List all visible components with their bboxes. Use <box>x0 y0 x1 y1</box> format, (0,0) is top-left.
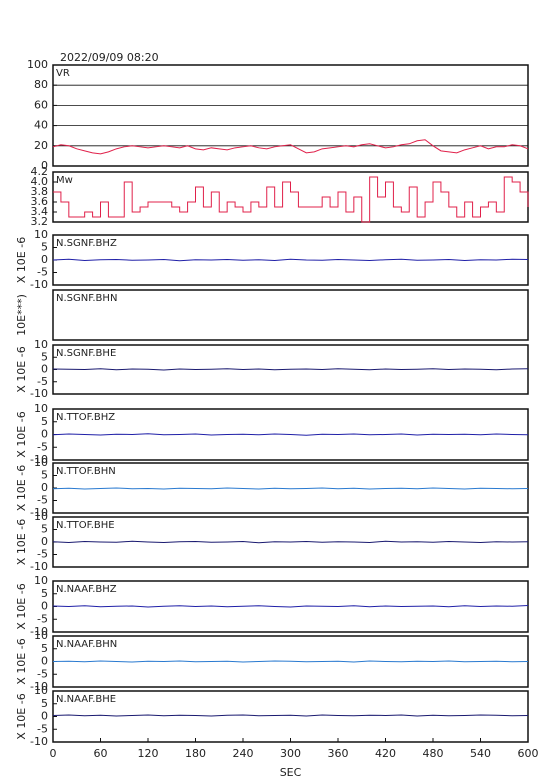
y-axis-label: X 10E -6 <box>15 693 28 739</box>
data-line <box>53 176 529 223</box>
y-tick-label: 0 <box>41 253 48 266</box>
y-tick-label: 5 <box>41 642 48 655</box>
y-axis-label: X 10E -6 <box>15 411 28 457</box>
y-tick-label: -5 <box>37 667 48 680</box>
y-tick-label: -5 <box>37 440 48 453</box>
y-tick-label: 10 <box>34 338 48 351</box>
y-tick-label: 0 <box>41 428 48 441</box>
y-tick-label: 3.6 <box>31 195 49 208</box>
y-tick-label: 10 <box>34 684 48 697</box>
data-line <box>52 487 529 490</box>
y-axis-label: X 10E -6 <box>15 237 28 283</box>
y-tick-label: 5 <box>41 469 48 482</box>
y-tick-label: -10 <box>30 506 48 519</box>
panel-label: N.TTOF.BHZ <box>56 412 115 423</box>
y-tick-label: -5 <box>37 375 48 388</box>
y-tick-label: 10 <box>34 402 48 415</box>
y-axis-label: X 10E -6 <box>15 638 28 684</box>
y-tick-label: 5 <box>41 697 48 710</box>
panel-label: N.SGNF.BHN <box>56 293 117 304</box>
y-tick-label: 60 <box>34 98 48 111</box>
y-tick-label: 10 <box>34 510 48 523</box>
panel-label: N.NAAF.BHE <box>56 694 116 705</box>
panel-label: N.NAAF.BHN <box>56 639 117 650</box>
y-axis-label: X 10E -6 <box>15 346 28 392</box>
y-tick-label: 4.2 <box>31 165 49 178</box>
y-tick-label: -10 <box>30 387 48 400</box>
y-tick-label: 5 <box>41 523 48 536</box>
data-line <box>52 660 529 663</box>
y-tick-label: -10 <box>30 453 48 466</box>
panel-label: N.SGNF.BHZ <box>56 238 117 249</box>
y-tick-label: -10 <box>30 560 48 573</box>
x-axis-label: SEC <box>280 766 302 779</box>
x-tick-label: 180 <box>185 747 206 760</box>
panel-label: VR <box>56 68 70 79</box>
y-tick-label: 0 <box>41 535 48 548</box>
panel <box>52 64 529 167</box>
y-tick-label: -5 <box>37 612 48 625</box>
y-tick-label: -5 <box>37 494 48 507</box>
y-tick-label: 0 <box>41 363 48 376</box>
y-tick-label: 5 <box>41 415 48 428</box>
y-tick-label: 100 <box>27 58 48 71</box>
y-tick-label: 20 <box>34 139 48 152</box>
x-tick-label: 0 <box>50 747 57 760</box>
data-line <box>52 604 529 608</box>
y-tick-label: 10 <box>34 456 48 469</box>
y-axis-label: X 10E -6 <box>15 583 28 629</box>
x-tick-label: 240 <box>233 747 254 760</box>
y-tick-label: 5 <box>41 350 48 363</box>
x-tick-label: 600 <box>518 747 539 760</box>
y-tick-label: 3.2 <box>31 215 49 228</box>
panel-label: N.SGNF.BHE <box>56 348 116 359</box>
data-line <box>52 714 529 717</box>
panel <box>52 289 529 341</box>
y-tick-label: -5 <box>37 548 48 561</box>
panel-label: N.TTOF.BHE <box>56 520 115 531</box>
panel-label: N.NAAF.BHZ <box>56 584 117 595</box>
data-line <box>52 139 529 155</box>
panel-label: Mw <box>56 175 73 186</box>
y-tick-label: 0 <box>41 600 48 613</box>
data-line <box>52 540 529 544</box>
y-axis-label: X 10E -6 <box>15 519 28 565</box>
panel-label: N.TTOF.BHN <box>56 466 116 477</box>
y-tick-label: 3.4 <box>31 205 49 218</box>
y-tick-label: 80 <box>34 78 48 91</box>
y-tick-label: 0 <box>41 159 48 172</box>
y-tick-label: -10 <box>30 680 48 693</box>
y-tick-label: 5 <box>41 587 48 600</box>
y-tick-label: 5 <box>41 241 48 254</box>
x-tick-label: 60 <box>94 747 108 760</box>
x-tick-label: 360 <box>328 747 349 760</box>
y-tick-label: 4.0 <box>31 175 49 188</box>
y-tick-label: 0 <box>41 710 48 723</box>
x-tick-label: 120 <box>138 747 159 760</box>
y-tick-label: 10 <box>34 574 48 587</box>
y-tick-label: -5 <box>37 722 48 735</box>
y-tick-label: 0 <box>41 655 48 668</box>
y-tick-label: -10 <box>30 278 48 291</box>
data-line <box>52 258 529 262</box>
y-axis-label: 10E***) <box>15 294 28 336</box>
y-tick-label: -10 <box>30 735 48 748</box>
y-tick-label: -10 <box>30 625 48 638</box>
x-tick-label: 480 <box>423 747 444 760</box>
x-tick-label: 540 <box>470 747 491 760</box>
y-tick-label: -5 <box>37 266 48 279</box>
y-tick-label: 10 <box>34 629 48 642</box>
y-tick-label: 40 <box>34 119 48 132</box>
y-tick-label: 3.8 <box>31 185 49 198</box>
data-line <box>52 433 529 436</box>
x-tick-label: 300 <box>280 747 301 760</box>
x-tick-label: 420 <box>375 747 396 760</box>
y-tick-label: 10 <box>34 228 48 241</box>
y-tick-label: 0 <box>41 481 48 494</box>
chart-title: 2022/09/09 08:20 <box>60 51 159 64</box>
panel <box>52 690 529 743</box>
data-line <box>52 368 529 371</box>
y-axis-label: X 10E -6 <box>15 465 28 511</box>
